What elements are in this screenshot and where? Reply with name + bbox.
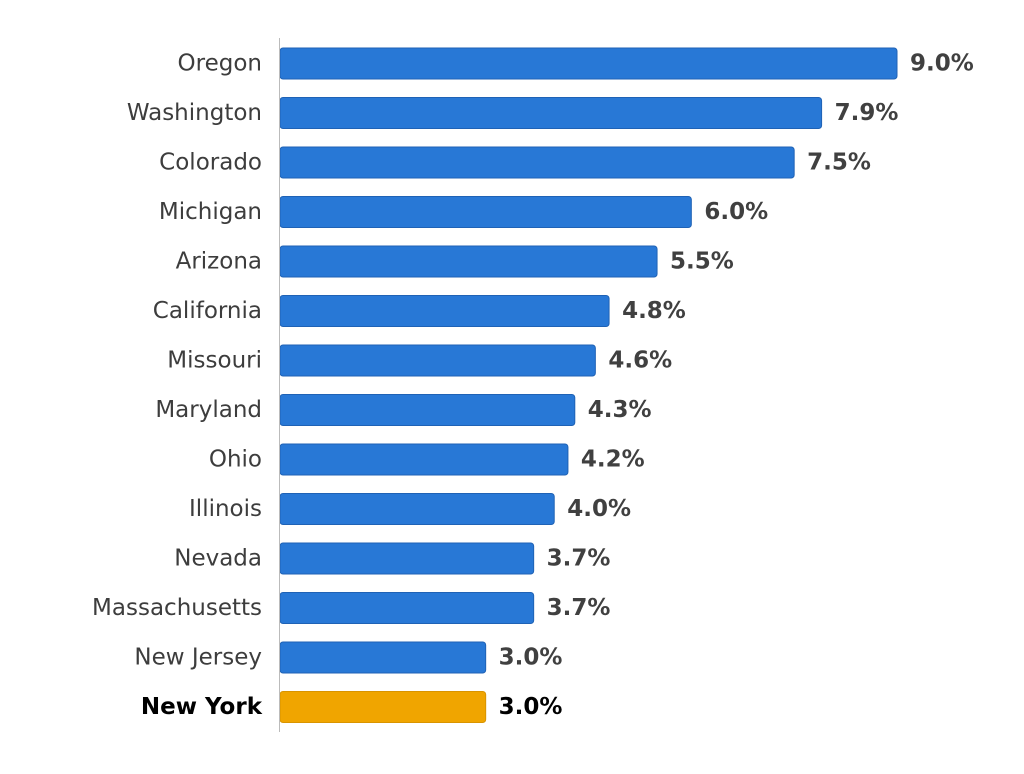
bar-nevada bbox=[279, 542, 535, 575]
value-label-missouri: 4.6% bbox=[608, 348, 672, 374]
category-label-colorado: Colorado bbox=[159, 150, 262, 176]
category-label-ohio: Ohio bbox=[209, 447, 262, 473]
bar-ohio bbox=[279, 443, 569, 476]
value-label-washington: 7.9% bbox=[835, 100, 899, 126]
value-label-michigan: 6.0% bbox=[704, 199, 768, 225]
category-label-washington: Washington bbox=[127, 100, 262, 126]
value-label-new-jersey: 3.0% bbox=[499, 645, 563, 671]
bar-oregon bbox=[279, 47, 898, 80]
category-label-illinois: Illinois bbox=[189, 496, 262, 522]
bar-arizona bbox=[279, 245, 658, 278]
bar-massachusetts bbox=[279, 592, 535, 624]
bar-new-jersey bbox=[279, 641, 487, 674]
bar-maryland bbox=[279, 394, 576, 426]
bar-california bbox=[279, 295, 610, 327]
bars-layer bbox=[279, 47, 898, 723]
category-label-maryland: Maryland bbox=[155, 397, 262, 423]
bar-new-york bbox=[279, 691, 487, 723]
category-label-missouri: Missouri bbox=[167, 348, 262, 374]
category-label-nevada: Nevada bbox=[174, 546, 262, 572]
category-label-arizona: Arizona bbox=[176, 249, 262, 275]
value-label-maryland: 4.3% bbox=[588, 397, 652, 423]
value-label-nevada: 3.7% bbox=[547, 546, 611, 572]
bar-illinois bbox=[279, 493, 555, 525]
value-label-oregon: 9.0% bbox=[910, 51, 974, 77]
category-label-michigan: Michigan bbox=[159, 199, 262, 225]
value-labels: 9.0% 7.9% 7.5% 6.0% 5.5% 4.8% 4.6% 4.3% 4.2% 4.0%… bbox=[499, 51, 974, 721]
value-label-california: 4.8% bbox=[622, 298, 686, 324]
value-label-colorado: 7.5% bbox=[807, 150, 871, 176]
value-label-ohio: 4.2% bbox=[581, 447, 645, 473]
bar-missouri bbox=[279, 344, 596, 377]
value-label-new-york: 3.0% bbox=[499, 694, 563, 720]
category-label-massachusetts: Massachusetts bbox=[92, 595, 262, 621]
category-label-new-jersey: New Jersey bbox=[134, 645, 262, 671]
value-label-arizona: 5.5% bbox=[670, 249, 734, 275]
category-label-new-york: New York bbox=[141, 694, 263, 720]
bar-washington bbox=[279, 97, 823, 129]
category-label-california: California bbox=[153, 298, 262, 324]
bar-colorado bbox=[279, 146, 795, 179]
category-label-oregon: Oregon bbox=[178, 51, 262, 77]
value-label-illinois: 4.0% bbox=[567, 496, 631, 522]
bar-michigan bbox=[279, 196, 692, 228]
category-labels: Oregon Washington Colorado Michigan Arizona C… bbox=[92, 51, 263, 721]
value-label-massachusetts: 3.7% bbox=[547, 595, 611, 621]
